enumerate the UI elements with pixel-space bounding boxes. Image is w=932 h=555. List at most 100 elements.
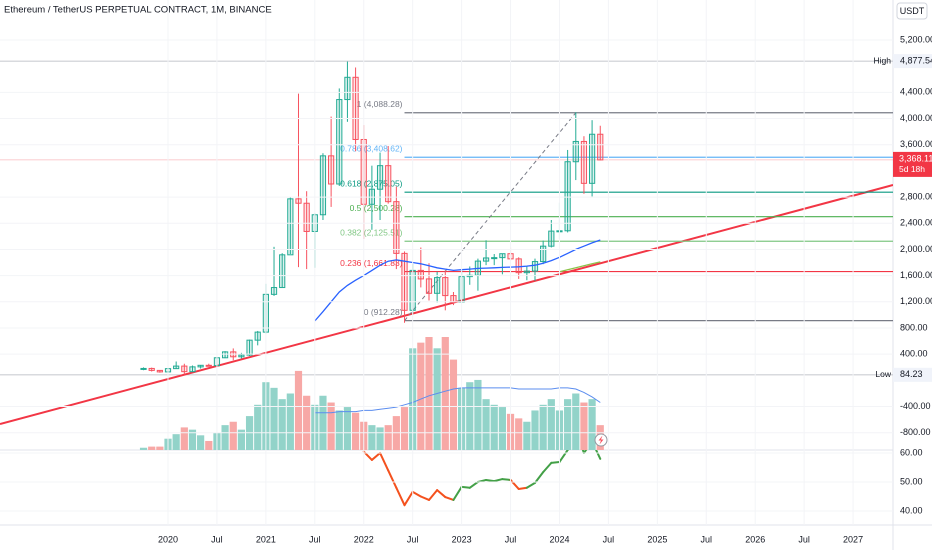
x-tick-label: Jul bbox=[505, 534, 517, 544]
rsi-segment bbox=[525, 481, 537, 489]
rsi-tick-label: 40.00 bbox=[900, 505, 923, 515]
volume-bar bbox=[180, 427, 188, 450]
candle-body bbox=[279, 254, 286, 289]
candle-body bbox=[548, 230, 555, 247]
rsi-segment bbox=[534, 471, 545, 484]
low-label-bg bbox=[893, 367, 932, 382]
rsi-segment bbox=[501, 478, 512, 481]
rsi-segment bbox=[582, 450, 588, 454]
candle-body bbox=[531, 261, 539, 272]
volume-bar bbox=[303, 395, 311, 450]
volume-bar bbox=[254, 404, 262, 450]
alert-icon[interactable] bbox=[594, 433, 608, 447]
x-tick-label: 2025 bbox=[647, 534, 667, 544]
candle-body bbox=[352, 76, 359, 140]
overlay-line bbox=[559, 261, 601, 273]
volume-bar bbox=[343, 407, 352, 450]
candle-body bbox=[148, 367, 155, 371]
volume-bar bbox=[466, 382, 474, 450]
candle-body bbox=[221, 351, 229, 359]
y-tick-label: 800.00 bbox=[900, 322, 928, 332]
rsi-segment bbox=[542, 461, 553, 474]
candle-body bbox=[597, 133, 604, 161]
volume-bar bbox=[368, 425, 376, 450]
candle-body bbox=[393, 201, 400, 254]
volume-bar bbox=[294, 370, 303, 450]
high-value: 4,877.54 bbox=[900, 55, 932, 65]
candle-body bbox=[376, 165, 384, 190]
y-tick-label: 400.00 bbox=[900, 349, 928, 359]
volume-bar bbox=[433, 348, 441, 450]
candle-body bbox=[295, 198, 302, 204]
rsi-segment bbox=[395, 486, 406, 507]
fib-label: 0.786 (3,408.62) bbox=[340, 143, 403, 153]
volume-bar bbox=[197, 435, 205, 450]
volume-bar bbox=[156, 446, 164, 450]
currency-button[interactable] bbox=[896, 2, 928, 20]
x-tick-label: 2026 bbox=[745, 534, 765, 544]
candle-body bbox=[205, 364, 212, 367]
rsi-segment bbox=[436, 489, 447, 499]
candle-body bbox=[287, 198, 294, 256]
volume-bar bbox=[441, 337, 449, 450]
candle-body bbox=[450, 295, 457, 303]
candle-body bbox=[425, 278, 433, 294]
volume-bar bbox=[286, 393, 294, 450]
candle-body bbox=[523, 270, 530, 274]
candle-body bbox=[572, 140, 579, 163]
rsi-segment bbox=[411, 490, 422, 498]
rsi-segment bbox=[550, 460, 561, 464]
candle-body bbox=[580, 140, 588, 184]
volume-bar bbox=[490, 404, 498, 450]
rsi-segment bbox=[460, 485, 471, 489]
x-tick-label: Jul bbox=[701, 534, 713, 544]
x-tick-label: Jul bbox=[407, 534, 419, 544]
rsi-segment bbox=[493, 478, 504, 483]
icon-bolt[interactable] bbox=[598, 435, 604, 445]
candle-body bbox=[189, 366, 196, 373]
rsi-segment bbox=[427, 489, 439, 501]
candle-body bbox=[328, 155, 335, 185]
y-tick-label: -400.00 bbox=[900, 401, 931, 411]
volume-bar bbox=[417, 342, 425, 450]
rsi-segment bbox=[468, 480, 479, 489]
volume-bar bbox=[474, 379, 482, 450]
candle-body bbox=[564, 161, 571, 232]
volume-bar bbox=[148, 446, 156, 450]
volume-bar bbox=[384, 425, 392, 450]
volume-bar bbox=[376, 427, 384, 450]
rsi-segment bbox=[379, 451, 390, 472]
volume-bar bbox=[547, 399, 555, 450]
candle-body bbox=[385, 165, 392, 203]
y-tick-label: 2,400.00 bbox=[900, 218, 932, 228]
rsi-segment bbox=[558, 450, 569, 463]
candle-body bbox=[401, 252, 408, 311]
volume-ma bbox=[314, 387, 601, 414]
candle-body bbox=[173, 365, 180, 370]
fib-label: 0.382 (2,125.51) bbox=[340, 227, 403, 237]
volume-bar bbox=[327, 402, 335, 450]
x-tick-label: 2021 bbox=[256, 534, 276, 544]
fib-label: 0.5 (2,500.28) bbox=[350, 203, 403, 213]
y-tick-label: 5,200.00 bbox=[900, 34, 932, 44]
rsi-segment bbox=[387, 469, 398, 489]
countdown-label: 5d 18h bbox=[899, 164, 925, 174]
rsi-segment bbox=[509, 478, 520, 490]
x-tick-label: Jul bbox=[798, 534, 810, 544]
currency-label[interactable]: USDT bbox=[900, 6, 925, 16]
high-label: High bbox=[874, 55, 892, 65]
candle-body bbox=[344, 76, 351, 101]
volume-bar bbox=[351, 412, 360, 450]
candle-body bbox=[434, 277, 441, 294]
volume-bar bbox=[482, 399, 490, 450]
volume-bar bbox=[523, 421, 531, 450]
y-tick-label: 4,400.00 bbox=[900, 87, 932, 97]
volume-bar bbox=[319, 395, 327, 450]
y-tick-label: 4,000.00 bbox=[900, 113, 932, 123]
candle-body bbox=[246, 339, 253, 356]
candle-body bbox=[181, 365, 188, 373]
rsi-segment bbox=[452, 485, 463, 501]
candle-body bbox=[156, 369, 163, 373]
